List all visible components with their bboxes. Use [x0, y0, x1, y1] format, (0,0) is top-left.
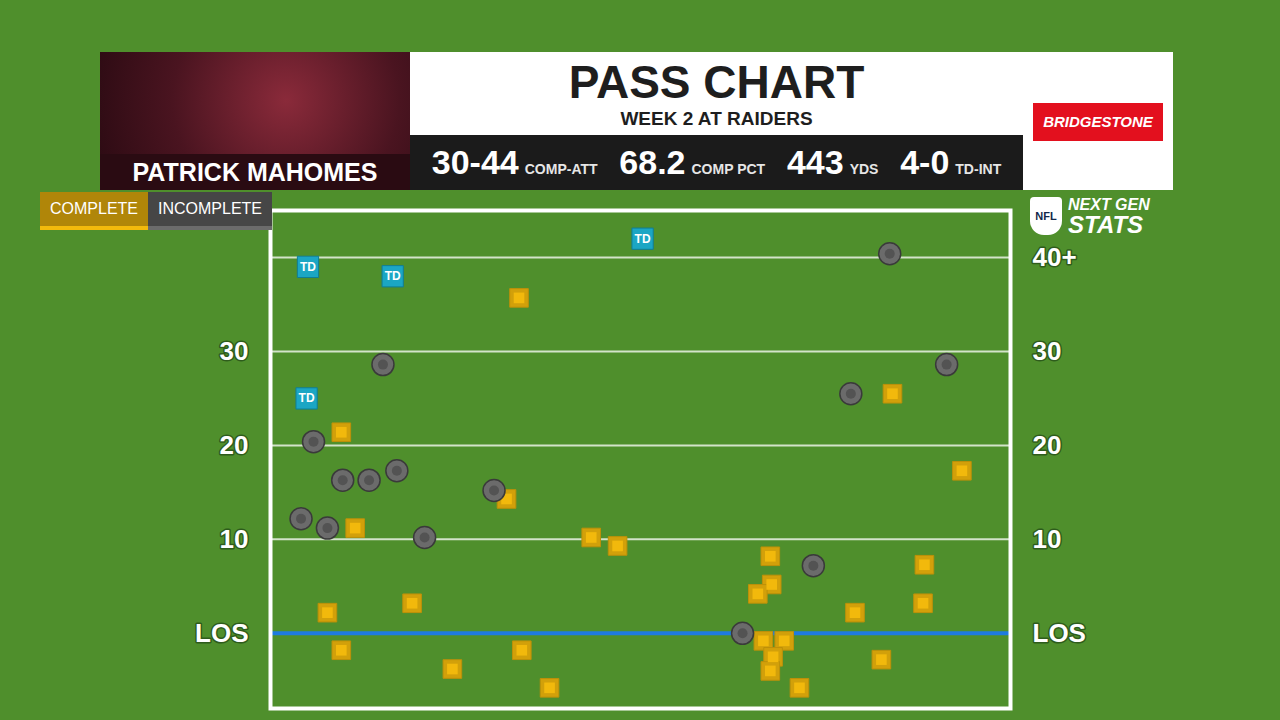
html-text:WEEK 2 AT RAIDERS: WEEK 2 AT RAIDERS [620, 108, 813, 129]
html-text:COMPLETE: COMPLETE [50, 200, 138, 217]
html-text:COMP-ATT: COMP-ATT [524, 161, 598, 177]
html-text:TD-INT: TD-INT [955, 161, 1002, 177]
html-text:STATS: STATS [1068, 211, 1144, 238]
svg-text:30: 30 [1033, 336, 1062, 366]
html-text:443: 443 [786, 143, 844, 181]
svg-text:LOS: LOS [195, 618, 248, 648]
svg-text:40+: 40+ [1033, 242, 1077, 272]
html-text:BRIDGESTONE: BRIDGESTONE [1043, 113, 1153, 130]
svg-text:20: 20 [1033, 430, 1062, 460]
html-text:PATRICK MAHOMES: PATRICK MAHOMES [132, 158, 378, 186]
html-text:NEXT GEN: NEXT GEN [1068, 196, 1150, 213]
html-text:30-44: 30-44 [431, 143, 519, 181]
svg-text:TD: TD [300, 260, 316, 274]
html-text:INCOMPLETE: INCOMPLETE [158, 200, 262, 217]
html-text:NFL: NFL [1035, 210, 1057, 222]
svg-text:10: 10 [220, 524, 249, 554]
html-text:COMP PCT: COMP PCT [691, 161, 766, 177]
svg-text:TD: TD [299, 391, 315, 405]
html-text:68.2: 68.2 [619, 143, 686, 181]
svg-text:20: 20 [220, 430, 249, 460]
svg-text:TD: TD [635, 232, 651, 246]
html-text:PASS CHART: PASS CHART [568, 56, 865, 108]
svg-text:10: 10 [1033, 524, 1062, 554]
svg-text:LOS: LOS [1033, 618, 1086, 648]
html-text:YDS: YDS [849, 161, 879, 177]
html-text:4-0: 4-0 [900, 143, 950, 181]
svg-text:TD: TD [385, 269, 401, 283]
svg-text:30: 30 [220, 336, 249, 366]
